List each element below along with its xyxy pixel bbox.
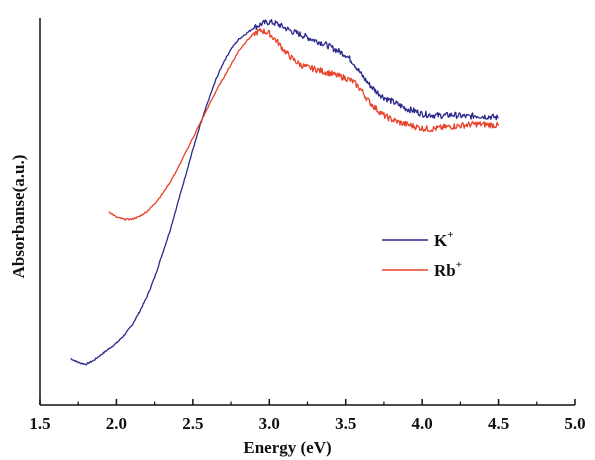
legend-label-rb: Rb+ <box>434 259 462 280</box>
x-tick-label: 2.0 <box>106 414 127 433</box>
x-tick-label: 3.0 <box>259 414 280 433</box>
x-tick-label: 2.5 <box>182 414 203 433</box>
x-ticks: 1.5 2.0 2.5 3.0 3.5 4.0 4.5 5.0 <box>29 399 586 433</box>
y-axis-title: Absorbanse(a.u.) <box>9 155 28 279</box>
x-tick-label: 4.0 <box>412 414 433 433</box>
axes <box>39 18 575 406</box>
x-tick-label: 4.5 <box>488 414 509 433</box>
plot-lines <box>70 18 500 366</box>
series-line-rb <box>108 27 500 221</box>
x-axis-title: Energy (eV) <box>243 438 331 457</box>
legend: K+ Rb+ <box>382 229 462 280</box>
x-tick-label: 3.5 <box>335 414 356 433</box>
series-line-k <box>70 18 499 366</box>
x-tick-label: 5.0 <box>564 414 585 433</box>
legend-label-k: K+ <box>434 229 454 250</box>
x-tick-label: 1.5 <box>29 414 50 433</box>
